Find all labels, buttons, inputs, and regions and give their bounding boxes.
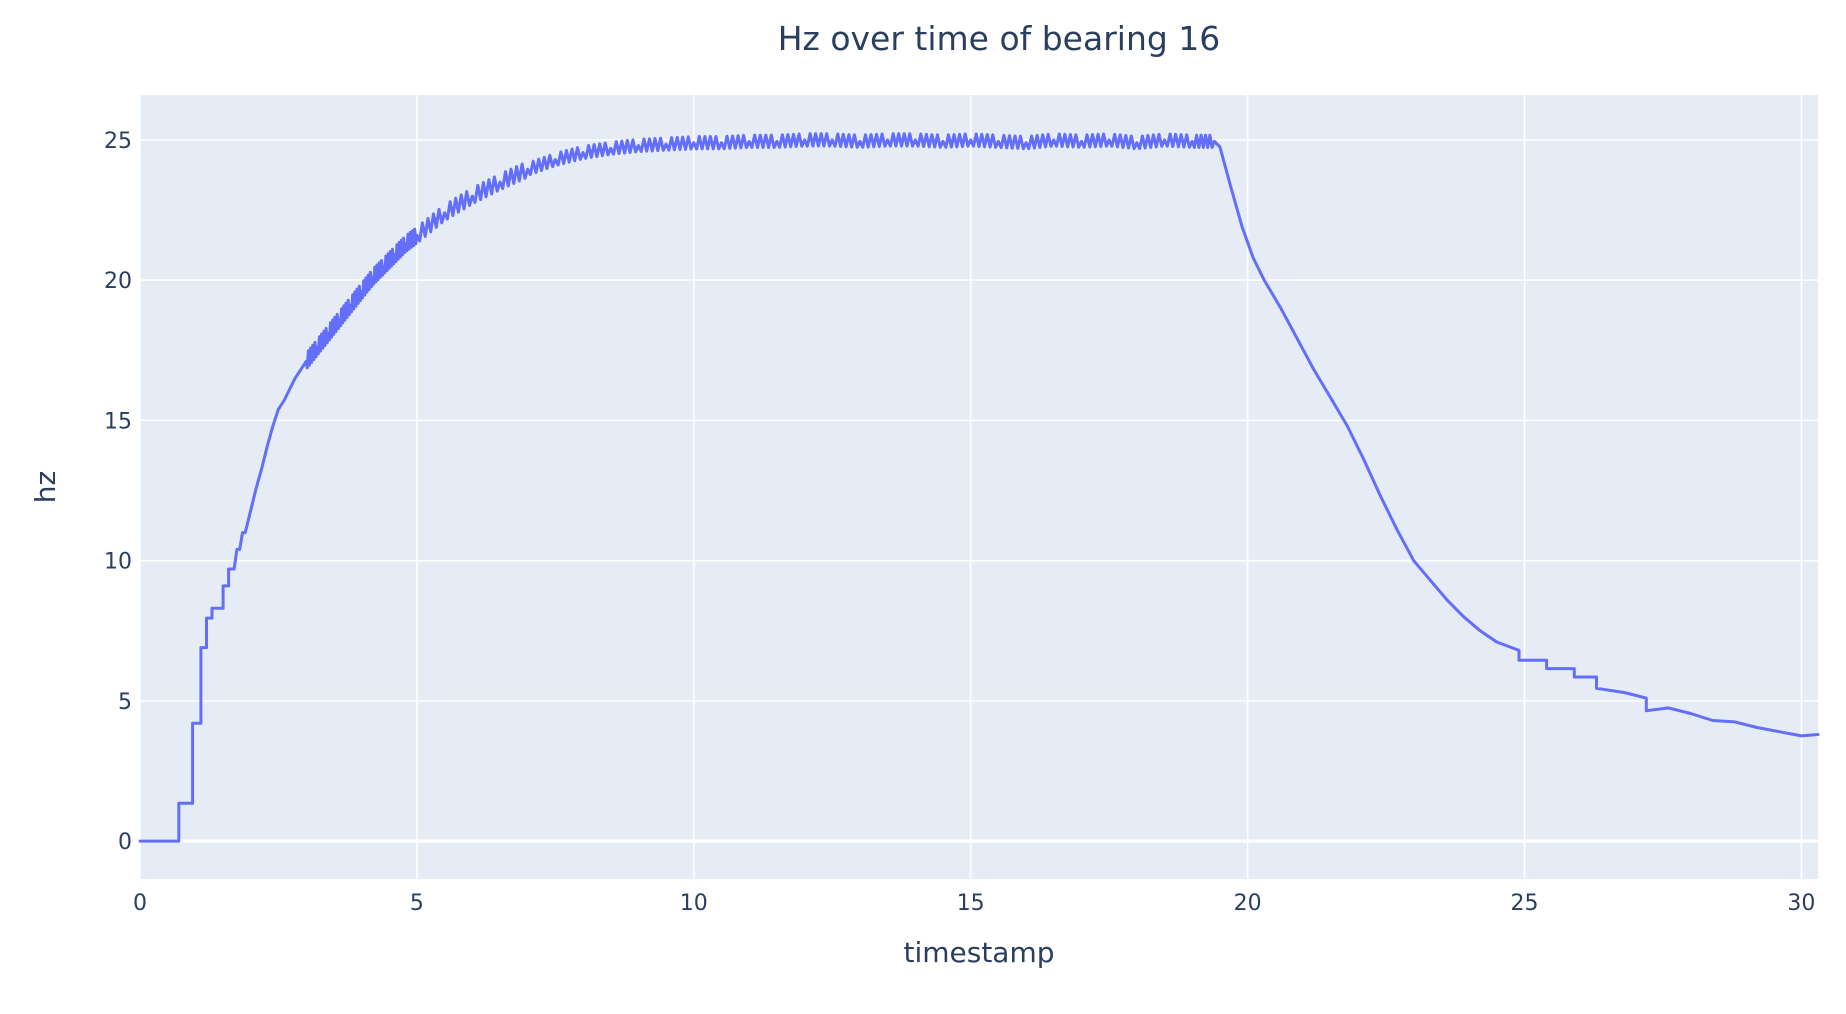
y-tick-label: 25 (104, 129, 132, 154)
series-line (138, 132, 1820, 843)
series-layer (138, 132, 1820, 843)
plot-area-background (140, 95, 1818, 879)
x-tick-label: 10 (680, 891, 708, 916)
x-tick-label: 15 (957, 891, 985, 916)
y-tick-label: 5 (118, 690, 132, 715)
y-tick-label: 0 (118, 830, 132, 855)
y-tick-label: 15 (104, 409, 132, 434)
chart-title: Hz over time of bearing 16 (778, 19, 1221, 58)
x-axis-title: timestamp (903, 936, 1054, 969)
y-axis-title: hz (29, 471, 62, 503)
y-tick-label: 20 (104, 269, 132, 294)
x-axis-ticks: 0 5 10 15 20 25 30 (133, 891, 1815, 916)
x-tick-label: 25 (1510, 891, 1538, 916)
y-tick-label: 10 (104, 550, 132, 575)
y-axis-ticks: 0 5 10 15 20 25 (104, 129, 132, 855)
x-tick-label: 30 (1787, 891, 1815, 916)
x-tick-label: 20 (1234, 891, 1262, 916)
x-tick-label: 5 (410, 891, 424, 916)
x-tick-label: 0 (133, 891, 147, 916)
